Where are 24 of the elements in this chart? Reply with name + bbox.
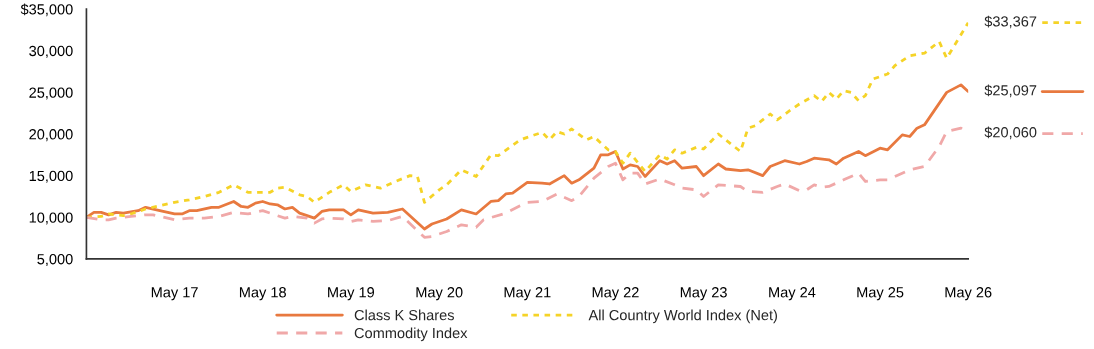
y-tick-label: $35,000	[20, 3, 73, 17]
x-tick-label: May 23	[680, 287, 727, 301]
x-tick-label: May 18	[239, 287, 286, 301]
legend-label: All Country World Index (Net)	[588, 309, 777, 324]
x-tick-label: May 26	[945, 287, 992, 301]
x-tick-label: May 21	[504, 287, 551, 301]
y-tick-label: 15,000	[29, 170, 73, 183]
annotation: $33,367	[984, 15, 1037, 29]
y-tick-label: 30,000	[29, 45, 73, 58]
x-tick-label: May 17	[151, 287, 198, 301]
line-series	[86, 83, 969, 231]
x-tick-label: May 22	[592, 287, 639, 301]
x-tick-label: May 24	[769, 287, 816, 301]
legend-label: Class K Shares	[354, 309, 454, 321]
legend-label: Commodity Index	[354, 327, 468, 342]
annotation: $25,097	[984, 84, 1037, 98]
y-tick-label: 20,000	[29, 129, 73, 142]
y-tick-label: 10,000	[29, 212, 73, 225]
x-tick-label: May 25	[857, 287, 904, 301]
x-tick-label: May 19	[328, 287, 375, 301]
y-tick-label: 25,000	[29, 87, 73, 100]
y-tick-label: 5,000	[37, 254, 73, 267]
x-tick-label: May 20	[416, 287, 463, 301]
annotation: $20,060	[984, 126, 1037, 140]
